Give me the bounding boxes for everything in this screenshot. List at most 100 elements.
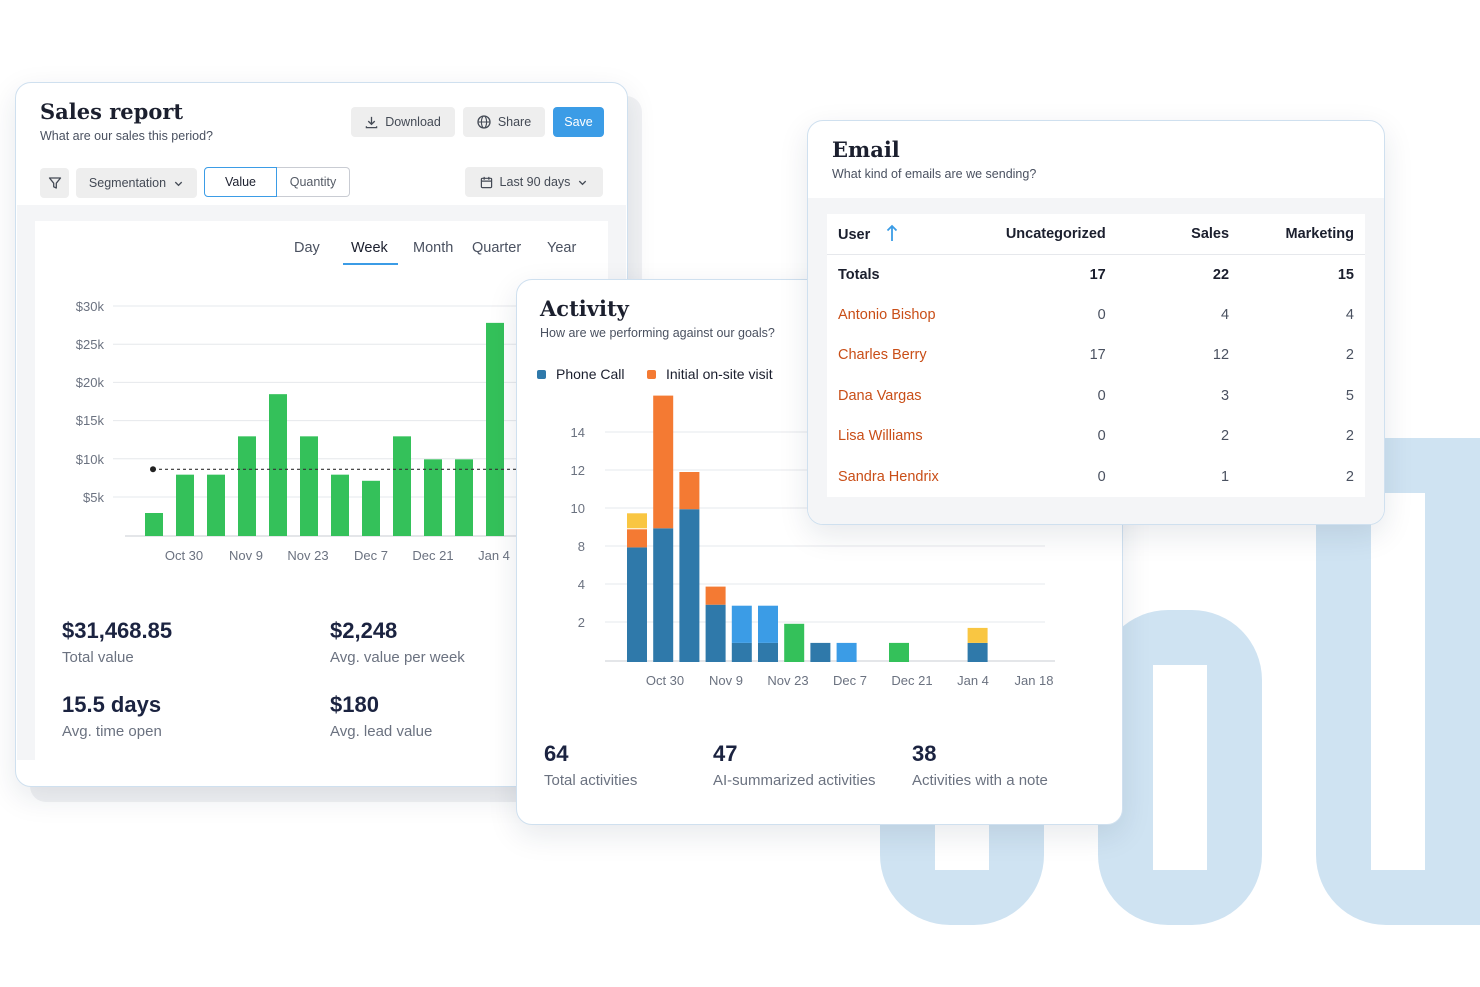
table-row: Antonio Bishop 0 4 4 [827,295,1365,336]
table-row: Lisa Williams 0 2 2 [827,416,1365,457]
toggle-quantity[interactable]: Quantity [277,167,350,197]
user-link[interactable]: Charles Berry [838,347,927,364]
stat-total-value-label: Total value [62,649,134,666]
table-row: Sandra Hendrix 0 1 2 [827,457,1365,498]
average-marker [150,466,156,473]
tab-week-underline [343,263,398,265]
legend-label: Initial on-site visit [666,366,773,382]
activity-bar-phone-call [758,642,778,662]
filter-icon [48,177,61,189]
sales-bar [269,394,287,536]
cell-uncategorized: 17 [1089,347,1106,364]
stat-avg-lead-value: $180 [330,692,379,717]
user-link[interactable]: Sandra Hendrix [838,468,939,485]
email-table-panel [827,214,1365,497]
activity-bar-segment [758,605,778,643]
globe-icon [477,115,491,129]
legend-label: Phone Call [556,366,625,382]
cell-marketing: 2 [1345,347,1354,364]
stat-ai-summarized: 47 [713,741,738,766]
column-header-user[interactable]: User [827,214,998,255]
save-button[interactable]: Save [553,107,604,137]
column-header-sales[interactable]: Sales [1116,214,1241,255]
sales-x-tick: Nov 9 [229,548,263,563]
activity-x-tick: Jan 18 [1014,673,1054,688]
table-row: Dana Vargas 0 3 5 [827,376,1365,417]
activity-subtitle: How are we performing against our goals? [540,326,775,340]
column-header-uncategorized[interactable]: Uncategorized [997,214,1117,255]
stat-avg-value-week: $2,248 [330,618,398,643]
activity-bar-segment [967,627,988,643]
activity-bar-segment [731,605,752,643]
user-link[interactable]: Antonio Bishop [838,306,936,323]
activity-bar-phone-call [679,509,700,662]
cell-sales: 1 [1220,468,1230,485]
user-link[interactable]: Lisa Williams [838,428,923,445]
sort-up-arrow-icon[interactable] [886,224,898,242]
sales-y-tick: $30k [75,299,104,314]
background-bar-middle-cutout [1153,665,1207,870]
sales-x-tick: Jan 4 [478,548,510,563]
activity-title: Activity [540,296,629,321]
legend-initial-visit: Initial on-site visit [647,366,773,382]
user-link[interactable]: Dana Vargas [838,387,922,404]
stat-activities-note: 38 [912,741,937,766]
cell-marketing: 4 [1345,306,1354,323]
date-range-label: Last 90 days [499,175,571,189]
toggle-value[interactable]: Value [204,167,277,197]
activity-x-tick: Nov 9 [709,673,743,688]
activity-bar-initial-visit [653,395,674,529]
totals-sales: 22 [1212,266,1230,283]
sales-y-tick: $25k [75,337,104,352]
cell-sales: 2 [1220,428,1230,445]
tab-year[interactable]: Year [547,240,577,256]
stat-ai-summarized-label: AI-summarized activities [713,772,876,789]
cell-uncategorized: 0 [1097,387,1106,404]
download-button[interactable]: Download [351,107,455,137]
column-header-label: User [838,227,871,244]
activity-bar-initial-visit [627,529,647,548]
stat-total-activities: 64 [544,741,569,766]
share-button[interactable]: Share [463,107,545,137]
activity-x-tick: Jan 4 [957,673,989,688]
sales-y-tick: $5k [83,490,104,505]
email-subtitle: What kind of emails are we sending? [832,167,1037,181]
sales-bar [455,459,473,536]
activity-y-tick: 10 [570,501,585,516]
activity-bar-phone-call [967,642,988,662]
cell-sales: 12 [1212,347,1230,364]
sales-x-tick: Dec 21 [412,548,454,563]
background-bar-right-cutout [1371,493,1425,870]
activity-bar-segment [627,513,647,529]
sales-y-tick: $20k [75,375,104,390]
legend-swatch [537,369,546,379]
sales-bar [207,474,225,536]
tab-month[interactable]: Month [413,240,454,256]
tab-week[interactable]: Week [351,240,388,256]
sales-y-tick: $10k [75,452,104,467]
download-icon [365,116,378,128]
table-row-totals: Totals 17 22 15 [827,254,1365,295]
activity-bar-phone-call [784,623,805,662]
column-header-marketing[interactable]: Marketing [1240,214,1365,255]
segmentation-dropdown[interactable]: Segmentation [76,168,197,198]
stat-total-activities-label: Total activities [544,772,638,789]
stat-avg-value-week-label: Avg. value per week [330,649,465,666]
cell-marketing: 5 [1345,387,1354,404]
date-range-dropdown[interactable]: Last 90 days [465,167,603,197]
activity-bar-phone-call [627,547,647,662]
activity-y-tick: 2 [577,615,585,630]
sales-report-title: Sales report [40,99,184,124]
sales-y-tick: $15k [75,413,104,428]
stat-total-value: $31,468.85 [62,618,173,643]
sales-report-subtitle: What are our sales this period? [40,129,214,143]
activity-bar-phone-call [810,642,831,662]
cell-uncategorized: 0 [1097,468,1106,485]
tab-quarter[interactable]: Quarter [472,240,522,256]
cell-uncategorized: 0 [1097,428,1106,445]
sales-bar [176,474,194,536]
sales-x-tick: Dec 7 [354,548,388,563]
legend-swatch [647,369,656,379]
tab-day[interactable]: Day [294,240,320,256]
filter-button[interactable] [40,168,69,198]
